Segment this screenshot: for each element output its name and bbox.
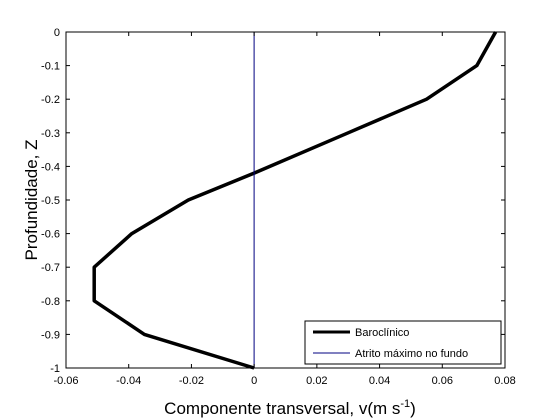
x-tick-label: -0.06: [53, 375, 78, 387]
y-tick-label: -0.2: [41, 94, 60, 106]
x-tick-label: 0: [251, 375, 257, 387]
y-axis-title: Profundidade, Z: [22, 140, 41, 261]
y-tick-label: -0.4: [41, 161, 60, 173]
legend-label-atrito: Atrito máximo no fundo: [355, 348, 468, 360]
y-axis-ticks: 0 -0.1 -0.2 -0.3 -0.4 -0.5 -0.6 -0.7 -0.8 -0.9 -1: [41, 27, 505, 375]
x-tick-label: 0.08: [494, 375, 515, 387]
x-axis-title-superscript: -1: [400, 398, 410, 410]
x-tick-label: -0.02: [179, 375, 204, 387]
x-axis-title-end: ): [410, 399, 416, 418]
x-tick-label: 0.04: [369, 375, 390, 387]
series-layer: [92, 31, 498, 370]
x-tick-label: -0.04: [116, 375, 141, 387]
legend-label-baroclinico: Baroclínico: [355, 327, 409, 339]
legend-box: [304, 320, 502, 365]
plot-area: [66, 32, 505, 368]
y-tick-label: -0.5: [41, 195, 60, 207]
y-tick-label: -0.9: [41, 329, 60, 341]
y-tick-label: -0.7: [41, 262, 60, 274]
series-line-baroclinico: [92, 31, 498, 370]
x-tick-label: 0.06: [432, 375, 453, 387]
y-tick-label: -0.6: [41, 229, 60, 241]
x-axis-ticks: -0.06 -0.04 -0.02 0 0.02 0.04 0.06 0.08: [53, 32, 516, 387]
x-axis-title-main: Componente transversal, v(m s: [164, 399, 400, 418]
x-axis-title: Componente transversal, v(m s-1): [164, 398, 416, 418]
y-tick-label: -0.1: [41, 61, 60, 73]
y-tick-label: 0: [54, 27, 60, 39]
legend: Baroclínico Atrito máximo no fundo: [304, 320, 502, 365]
y-tick-label: -1: [50, 363, 60, 375]
y-tick-label: -0.3: [41, 128, 60, 140]
x-tick-label: 0.02: [306, 375, 327, 387]
y-tick-label: -0.8: [41, 296, 60, 308]
